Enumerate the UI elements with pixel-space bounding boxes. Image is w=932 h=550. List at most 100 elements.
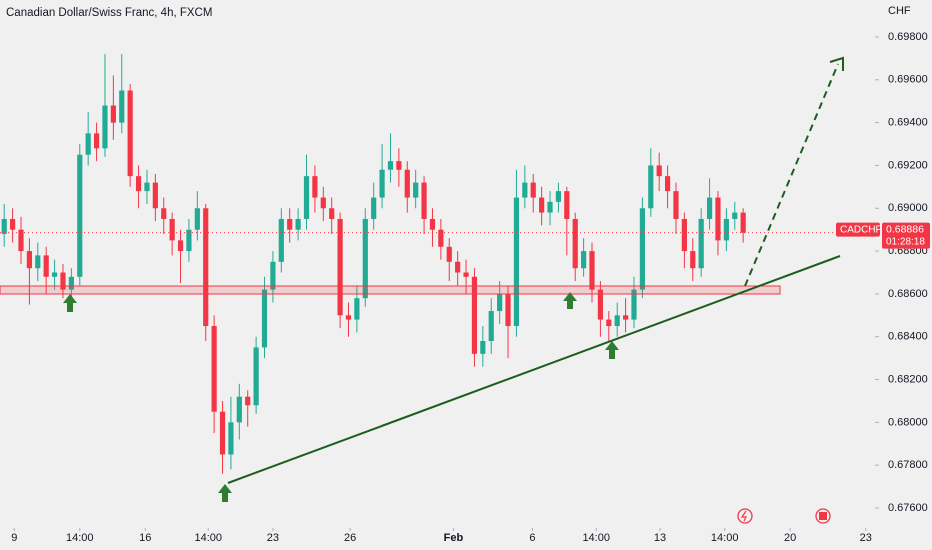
x-tick-label: 14:00: [194, 532, 222, 544]
candle-body: [497, 293, 503, 312]
candle-body: [387, 161, 394, 170]
candle-body: [43, 255, 49, 277]
candle-body: [589, 251, 595, 290]
price-box: [882, 222, 930, 249]
candle-body: [127, 90, 133, 177]
candle-body: [337, 218, 343, 316]
price-label: 0.68886: [886, 223, 924, 235]
candle-body: [169, 218, 175, 241]
candle-body: [429, 218, 436, 230]
y-tick-label: 0.69400: [888, 117, 928, 129]
y-tick-label: 0.69600: [888, 74, 928, 86]
candle-body: [194, 208, 200, 230]
candle-body: [555, 191, 562, 202]
candle-body: [253, 347, 259, 406]
candle-body: [354, 298, 360, 320]
candle-body: [564, 191, 570, 219]
candle-body: [698, 218, 704, 269]
candle-body: [35, 255, 41, 269]
y-tick-label: 0.67600: [888, 502, 928, 514]
candle-body: [211, 326, 217, 412]
up-arrow: [63, 294, 77, 312]
x-tick-label: 14:00: [711, 532, 739, 544]
y-tick-label: 0.68400: [888, 331, 928, 343]
candle-body: [715, 197, 721, 241]
candle-body: [530, 182, 536, 198]
candle-body: [18, 229, 24, 252]
y-tick-label: 0.68200: [888, 373, 928, 385]
candle-body: [631, 289, 637, 320]
candle-body: [329, 208, 335, 219]
candle-body: [93, 133, 100, 149]
candle-body: [9, 218, 16, 230]
candle-body: [413, 182, 419, 198]
x-tick-label: 23: [267, 532, 279, 544]
y-tick-label: 0.69800: [888, 31, 928, 43]
candle-body: [614, 315, 620, 327]
x-tick-label: 20: [784, 532, 796, 544]
candle-body: [681, 218, 687, 252]
y-tick-label: 0.69200: [888, 159, 928, 171]
x-tick-label: Feb: [444, 532, 464, 544]
flag-icon-fill: [819, 512, 827, 520]
candle-body: [177, 240, 184, 252]
symbol-label: CADCHF: [840, 224, 882, 235]
up-arrow: [218, 484, 232, 502]
candle-body: [110, 105, 116, 123]
x-tick-label: 6: [529, 532, 535, 544]
candle-body: [723, 218, 729, 241]
candle-body: [690, 251, 696, 269]
candle-body: [673, 191, 679, 219]
chart-title: Canadian Dollar/Swiss Franc, 4h, FXCM: [6, 7, 212, 19]
candle-body: [396, 161, 402, 170]
candle-body: [664, 176, 671, 192]
candle-body: [463, 272, 469, 277]
candle-body: [236, 396, 242, 423]
candle-body: [295, 218, 301, 230]
candle-body: [706, 197, 713, 219]
candle-body: [656, 165, 662, 177]
y-tick-label: 0.68600: [888, 288, 928, 300]
candle-body: [581, 251, 587, 269]
candle-body: [85, 133, 91, 155]
x-tick-label: 16: [139, 532, 151, 544]
candle-body: [572, 218, 578, 269]
candle-body: [505, 293, 511, 327]
y-axis-label: CHF: [888, 5, 911, 17]
candle-body: [144, 182, 150, 192]
trend-line: [227, 255, 841, 484]
candle-body: [186, 229, 192, 252]
event-icon[interactable]: [737, 508, 753, 524]
candle-body: [648, 165, 654, 209]
candle-body: [51, 272, 58, 277]
candle-body: [26, 251, 32, 269]
forecast-arrowhead: [829, 56, 844, 71]
candle-body: [245, 396, 251, 406]
x-tick-label: 14:00: [582, 532, 610, 544]
candle-body: [740, 212, 746, 233]
candle-body: [597, 289, 604, 320]
flag-icon[interactable]: [815, 508, 831, 524]
candle-body: [379, 169, 385, 198]
candle-body: [446, 246, 452, 262]
candle-body: [161, 208, 167, 219]
x-tick-label: 23: [860, 532, 872, 544]
candle-body: [404, 169, 410, 198]
candle-body: [606, 319, 612, 327]
candle-body: [60, 272, 66, 290]
candle-body: [320, 197, 326, 209]
candle-body: [455, 261, 461, 273]
candle-body: [471, 276, 478, 354]
candle-body: [371, 197, 377, 219]
candle-body: [303, 176, 310, 219]
countdown-label: 01:28:18: [886, 236, 925, 247]
candle-body: [480, 341, 486, 354]
plot: 0.67600 0.67800 0.68000 0.68200 0.68400 0.686…: [1, 31, 928, 544]
up-arrow: [605, 341, 619, 359]
symbol-box: [836, 222, 880, 237]
candle-body: [488, 311, 494, 342]
x-tick-label: 26: [344, 532, 356, 544]
candle-body: [312, 176, 318, 198]
